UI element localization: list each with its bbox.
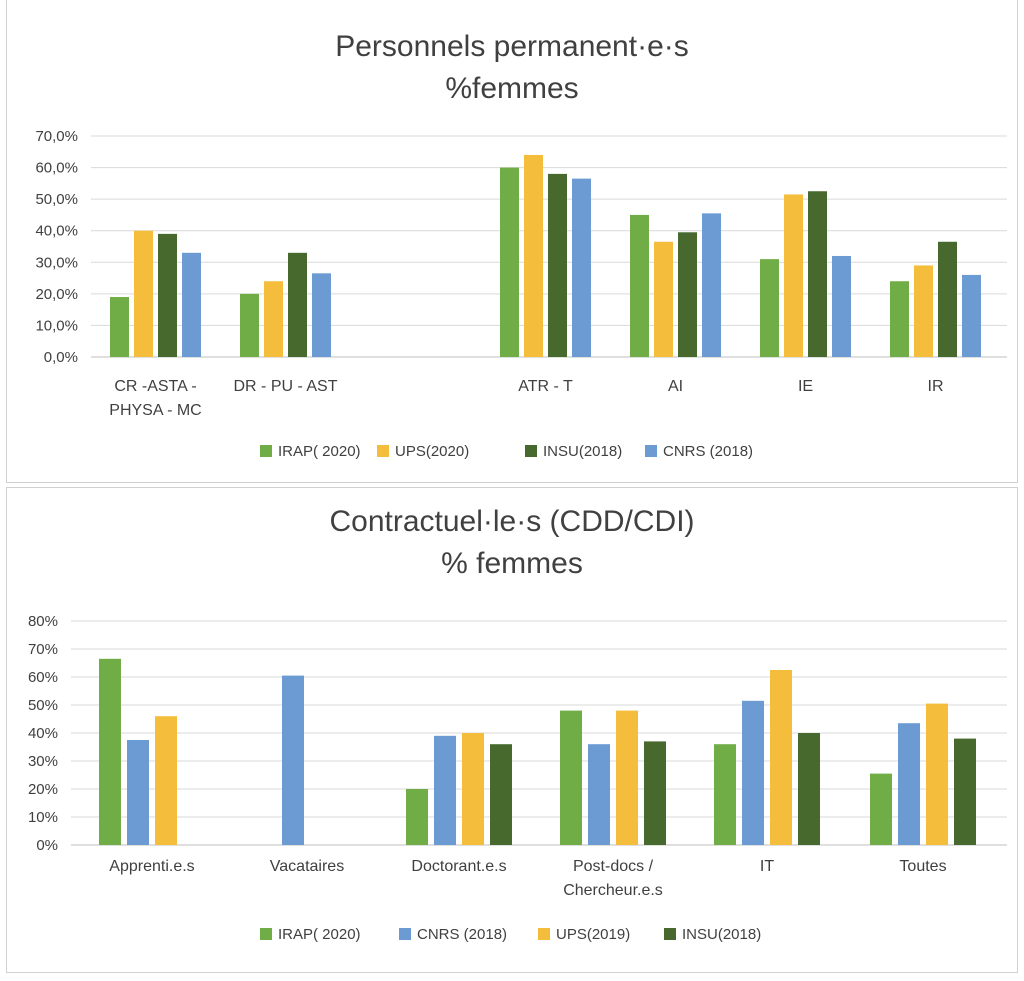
bar xyxy=(630,214,649,357)
legend-swatch xyxy=(538,928,550,940)
legend-swatch xyxy=(525,445,537,457)
bar xyxy=(890,281,909,357)
y-tick-label: 50% xyxy=(28,697,58,714)
y-tick-label: 40,0% xyxy=(35,223,78,240)
y-tick-label: 0% xyxy=(36,837,58,854)
chart-subtitle: %femmes xyxy=(445,72,578,105)
legend-label: CNRS (2018) xyxy=(417,926,507,943)
chart-subtitle: % femmes xyxy=(441,547,583,580)
bar xyxy=(798,733,820,845)
bar xyxy=(548,173,567,357)
x-tick-label: Apprenti.e.s xyxy=(109,858,194,875)
legend-swatch xyxy=(260,445,272,457)
bar xyxy=(406,789,428,845)
chart-title: Contractuel·le·s (CDD/CDI) xyxy=(329,505,694,538)
y-tick-label: 50,0% xyxy=(35,191,78,208)
bar xyxy=(99,658,121,845)
bar xyxy=(962,274,981,357)
legend-label: CNRS (2018) xyxy=(663,443,753,460)
legend-label: INSU(2018) xyxy=(543,443,622,460)
x-tick-label: Post-docs / xyxy=(573,858,654,875)
y-tick-label: 10% xyxy=(28,809,58,826)
legend-label: UPS(2019) xyxy=(556,926,630,943)
bar xyxy=(678,232,697,357)
legend-swatch xyxy=(399,928,411,940)
bar xyxy=(182,252,201,357)
bar xyxy=(808,191,827,357)
legend-label: IRAP( 2020) xyxy=(278,443,361,460)
y-tick-label: 80% xyxy=(28,613,58,630)
x-tick-label: PHYSA - MC xyxy=(109,402,201,419)
bar xyxy=(588,744,610,845)
chart-permanents: Personnels permanent·e·s %femmes 0,0% 10,0%… xyxy=(35,30,1007,460)
bar xyxy=(434,735,456,845)
bar xyxy=(134,230,153,357)
bar xyxy=(954,738,976,845)
bar xyxy=(462,733,484,845)
chart-contractuels: Contractuel·le·s (CDD/CDI) % femmes 0% 10% 2… xyxy=(28,505,1007,943)
bar xyxy=(312,273,331,357)
x-tick-label: AI xyxy=(668,378,683,395)
x-tick-label: ATR - T xyxy=(518,378,573,395)
y-tick-label: 10,0% xyxy=(35,317,78,334)
bar xyxy=(524,154,543,357)
x-tick-label: IR xyxy=(928,378,944,395)
y-tick-label: 70,0% xyxy=(35,128,78,145)
bar xyxy=(110,297,129,357)
y-tick-label: 70% xyxy=(28,641,58,658)
legend-swatch xyxy=(377,445,389,457)
bar xyxy=(870,773,892,845)
x-tick-label: Doctorant.e.s xyxy=(411,858,506,875)
x-tick-label: Vacataires xyxy=(270,858,344,875)
bar xyxy=(240,293,259,357)
x-tick-label: DR - PU - AST xyxy=(233,378,337,395)
y-tick-label: 0,0% xyxy=(44,349,78,366)
y-tick-label: 30,0% xyxy=(35,254,78,271)
bar xyxy=(784,194,803,357)
bar xyxy=(938,241,957,357)
legend-swatch xyxy=(645,445,657,457)
bar xyxy=(702,213,721,357)
bar xyxy=(898,723,920,845)
bar xyxy=(560,710,582,845)
bar xyxy=(914,265,933,357)
chart-title: Personnels permanent·e·s xyxy=(335,30,689,63)
legend-swatch xyxy=(260,928,272,940)
bar xyxy=(760,259,779,357)
chart-panel-contractuels: Contractuel·le·s (CDD/CDI) % femmes 0% 10% 2… xyxy=(6,487,1018,973)
bar xyxy=(654,241,673,357)
bar xyxy=(832,255,851,357)
x-tick-label: Chercheur.e.s xyxy=(563,882,663,899)
bar xyxy=(572,178,591,357)
y-tick-label: 60,0% xyxy=(35,160,78,177)
y-tick-label: 40% xyxy=(28,725,58,742)
y-tick-label: 20% xyxy=(28,781,58,798)
bar xyxy=(264,281,283,357)
legend-label: INSU(2018) xyxy=(682,926,761,943)
y-tick-label: 20,0% xyxy=(35,286,78,303)
x-tick-label: Toutes xyxy=(899,858,946,875)
y-tick-label: 60% xyxy=(28,669,58,686)
bar xyxy=(500,167,519,357)
legend-label: IRAP( 2020) xyxy=(278,926,361,943)
legend-label: UPS(2020) xyxy=(395,443,469,460)
x-tick-label: IT xyxy=(760,858,774,875)
bar xyxy=(926,703,948,845)
bar xyxy=(127,740,149,845)
bar xyxy=(288,252,307,357)
legend-swatch xyxy=(664,928,676,940)
bar xyxy=(158,233,177,357)
y-tick-label: 30% xyxy=(28,753,58,770)
bar xyxy=(644,741,666,845)
bar xyxy=(282,675,304,845)
bar xyxy=(714,744,736,845)
bar xyxy=(490,744,512,845)
bar xyxy=(616,710,638,845)
bar xyxy=(742,700,764,845)
bar xyxy=(155,716,177,845)
x-tick-label: IE xyxy=(798,378,813,395)
bar xyxy=(770,670,792,845)
chart-panel-permanents: Personnels permanent·e·s %femmes 0,0% 10,0%… xyxy=(6,0,1018,483)
x-tick-label: CR -ASTA - xyxy=(114,378,196,395)
